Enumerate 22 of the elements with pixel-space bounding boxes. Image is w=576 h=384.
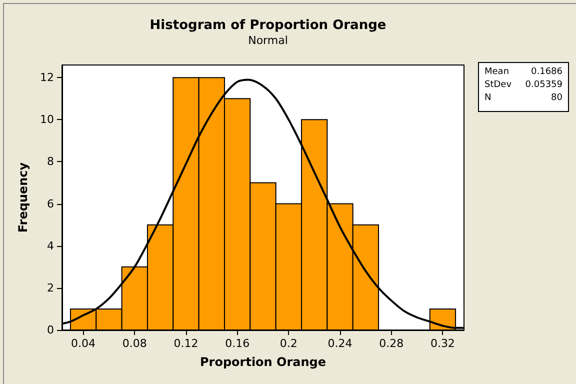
y-tick-label: 12 [40,71,54,84]
text: Mean 0.1686 [484,67,562,77]
y-axis-title: Frequency [16,162,30,233]
chart-subtitle: Normal [248,34,288,47]
y-tick-label: 4 [47,239,54,252]
chart-title: Histogram of Proportion Orange [150,18,386,33]
text: StDev 0.05359 [484,80,562,90]
x-tick-label: 0.28 [379,337,404,350]
y-tick-label: 2 [47,281,54,294]
y-tick-label: 0 [47,324,54,336]
x-tick-label: 0.32 [430,337,455,350]
x-axis-title: Proportion Orange [200,355,326,369]
x-tick-label: 0.12 [174,337,198,350]
text: N 80 [484,93,562,103]
x-tick-label: 0.16 [225,337,250,350]
x-tick-label: 0.04 [71,337,96,350]
x-tick-label: 0.2 [280,337,298,350]
y-tick-label: 8 [47,155,54,168]
y-tick-label: 10 [40,113,54,126]
x-tick-label: 0.08 [122,337,147,350]
y-tick-label: 6 [47,197,54,210]
x-tick-label: 0.24 [328,337,352,350]
